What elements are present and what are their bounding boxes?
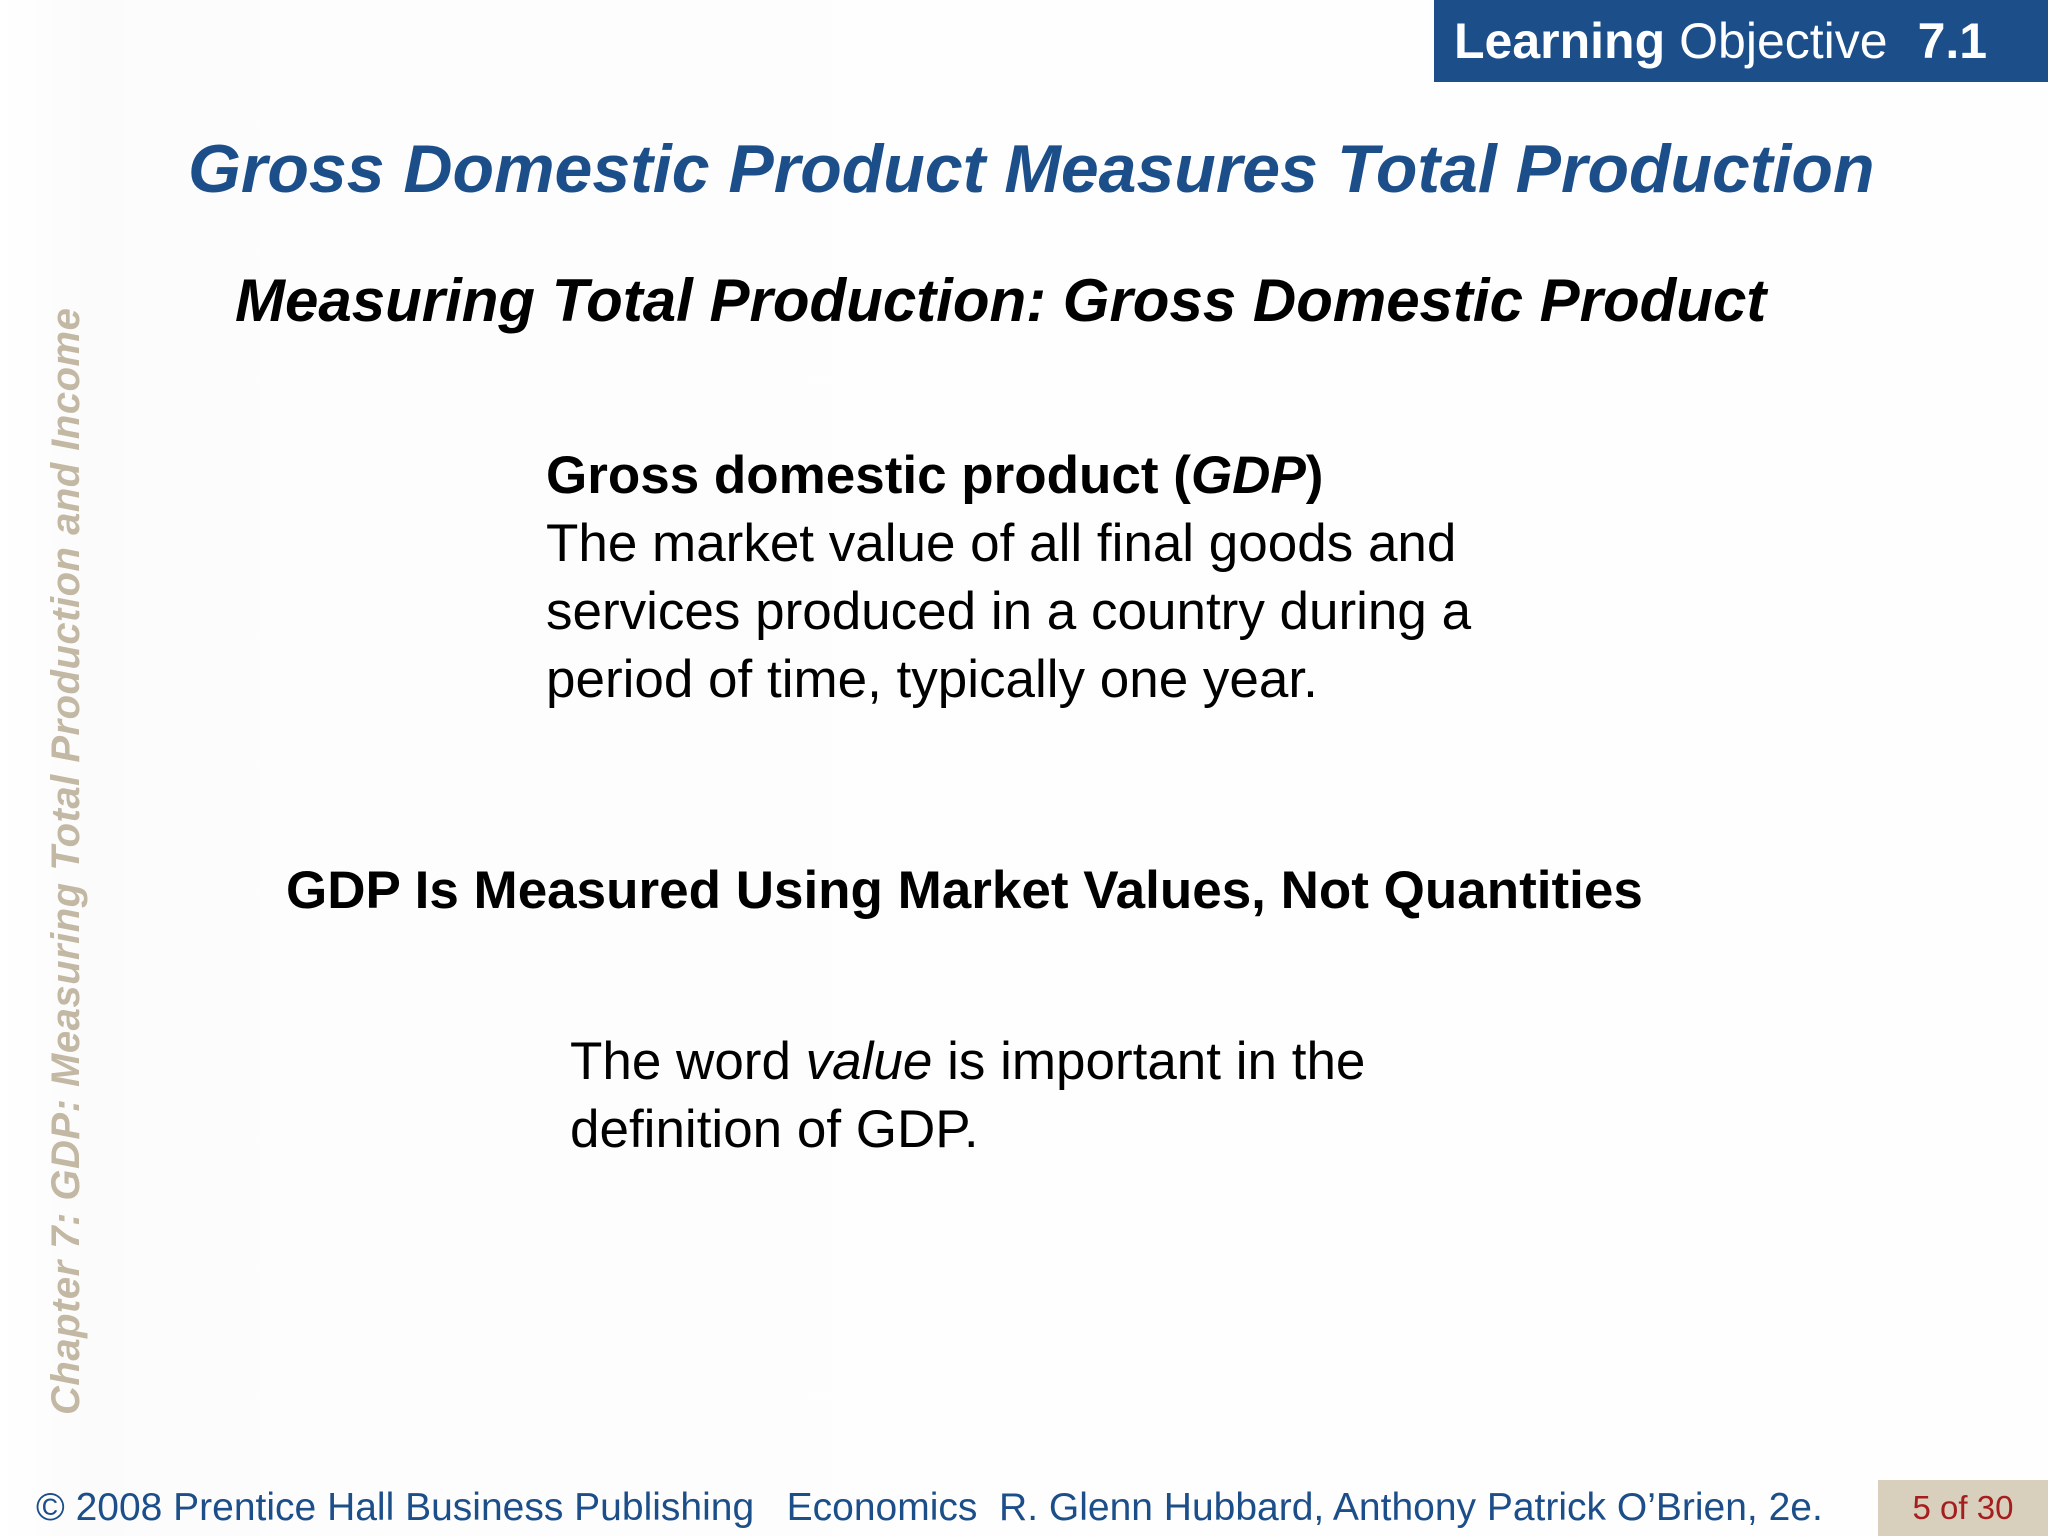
term-label: Gross domestic product ( (546, 446, 1191, 505)
note-before: The word (570, 1032, 806, 1091)
slide-subtitle: Measuring Total Production: Gross Domest… (235, 267, 1767, 334)
definition-term: Gross domestic product (GDP) (546, 442, 1526, 510)
value-note: The word value is important in the defin… (570, 1028, 1550, 1164)
badge-number: 7.1 (1917, 13, 1988, 69)
definition-text: The market value of all final goods and … (546, 514, 1472, 709)
page-number: 5 of 30 (1878, 1480, 2048, 1536)
chapter-side-label: Chapter 7: GDP: Measuring Total Producti… (44, 307, 88, 1415)
learning-objective-badge: Learning Objective 7.1 (1434, 0, 2048, 82)
badge-objective: Objective (1679, 13, 1888, 69)
note-emphasis: value (805, 1032, 933, 1091)
note-after: is important in the definition of GDP. (570, 1032, 1366, 1159)
section-heading: GDP Is Measured Using Market Values, Not… (286, 861, 1643, 920)
footer-copyright: © 2008 Prentice Hall Business Publishing… (36, 1486, 1823, 1529)
footer: © 2008 Prentice Hall Business Publishing… (0, 1480, 2048, 1536)
badge-learning: Learning (1454, 13, 1666, 69)
slide-title: Gross Domestic Product Measures Total Pr… (188, 131, 1875, 207)
term-abbreviation: GDP (1190, 446, 1306, 505)
term-close: ) (1305, 446, 1324, 505)
gdp-definition: Gross domestic product (GDP) The market … (546, 442, 1526, 714)
